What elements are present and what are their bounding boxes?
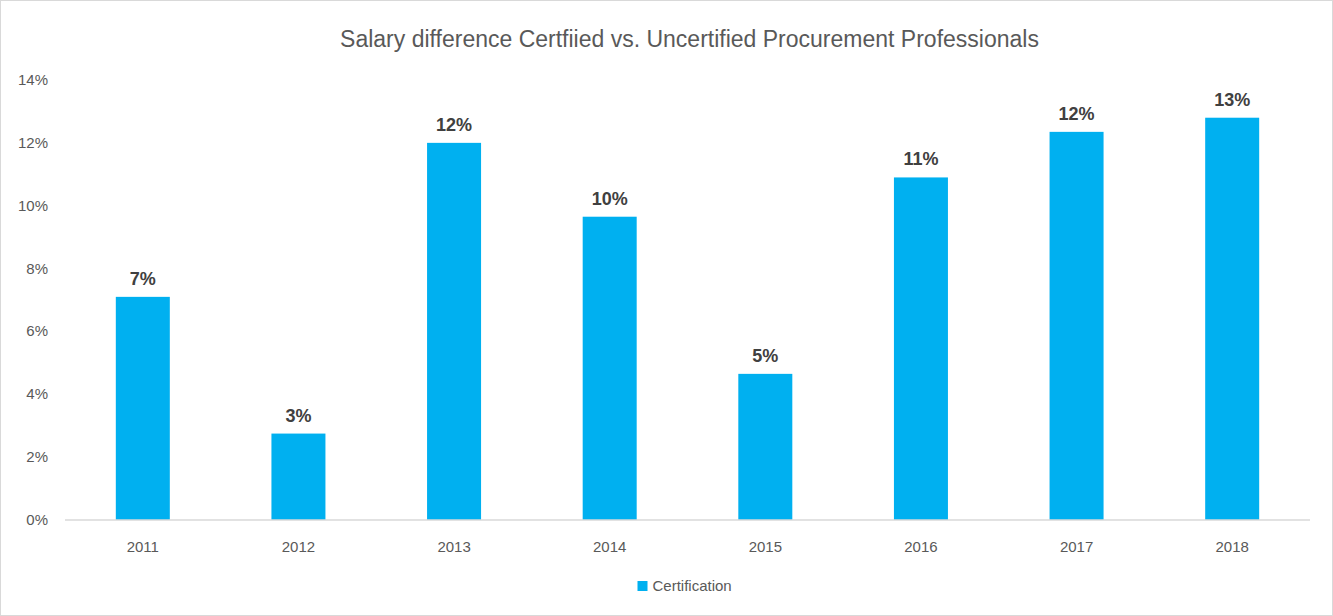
legend-swatch [638, 581, 648, 591]
y-tick-label: 10% [18, 197, 48, 214]
chart-border [1, 1, 1333, 616]
bar [1205, 118, 1259, 520]
y-tick-label: 4% [26, 385, 48, 402]
bars [116, 118, 1259, 520]
data-label: 3% [285, 406, 311, 426]
y-tick-label: 8% [26, 260, 48, 277]
data-label: 12% [436, 115, 472, 135]
x-tick-label: 2011 [127, 538, 159, 555]
y-tick-label: 6% [26, 322, 48, 339]
title: Salary difference Certfiied vs. Uncertif… [340, 26, 1039, 52]
x-tick-label: 2012 [282, 538, 315, 555]
data-label: 5% [752, 346, 778, 366]
y-tick-label: 0% [26, 511, 48, 528]
data-label: 12% [1059, 104, 1095, 124]
data-label: 7% [130, 269, 156, 289]
bar [738, 374, 792, 520]
chart: Salary difference Certfiied vs. Uncertif… [0, 0, 1333, 616]
x-tick-label: 2018 [1216, 538, 1249, 555]
data-label: 11% [903, 149, 938, 169]
bar [1050, 132, 1104, 520]
x-tick-label: 2014 [593, 538, 626, 555]
bar [427, 143, 481, 520]
x-tick-label: 2013 [437, 538, 470, 555]
x-axis-line [65, 519, 1310, 521]
bar [271, 434, 325, 520]
y-tick-label: 14% [18, 71, 48, 88]
bar [583, 217, 637, 520]
x-tick-label: 2017 [1060, 538, 1093, 555]
x-tick-label: 2015 [749, 538, 782, 555]
y-tick-label: 2% [26, 448, 48, 465]
x-tick-label: 2016 [904, 538, 937, 555]
bar [116, 297, 170, 520]
bar [894, 177, 948, 520]
data-label: 13% [1214, 90, 1250, 110]
y-tick-label: 12% [18, 134, 48, 151]
data-label: 10% [592, 189, 628, 209]
legend-label: Certification [653, 577, 732, 594]
legend: Certification [638, 577, 732, 594]
